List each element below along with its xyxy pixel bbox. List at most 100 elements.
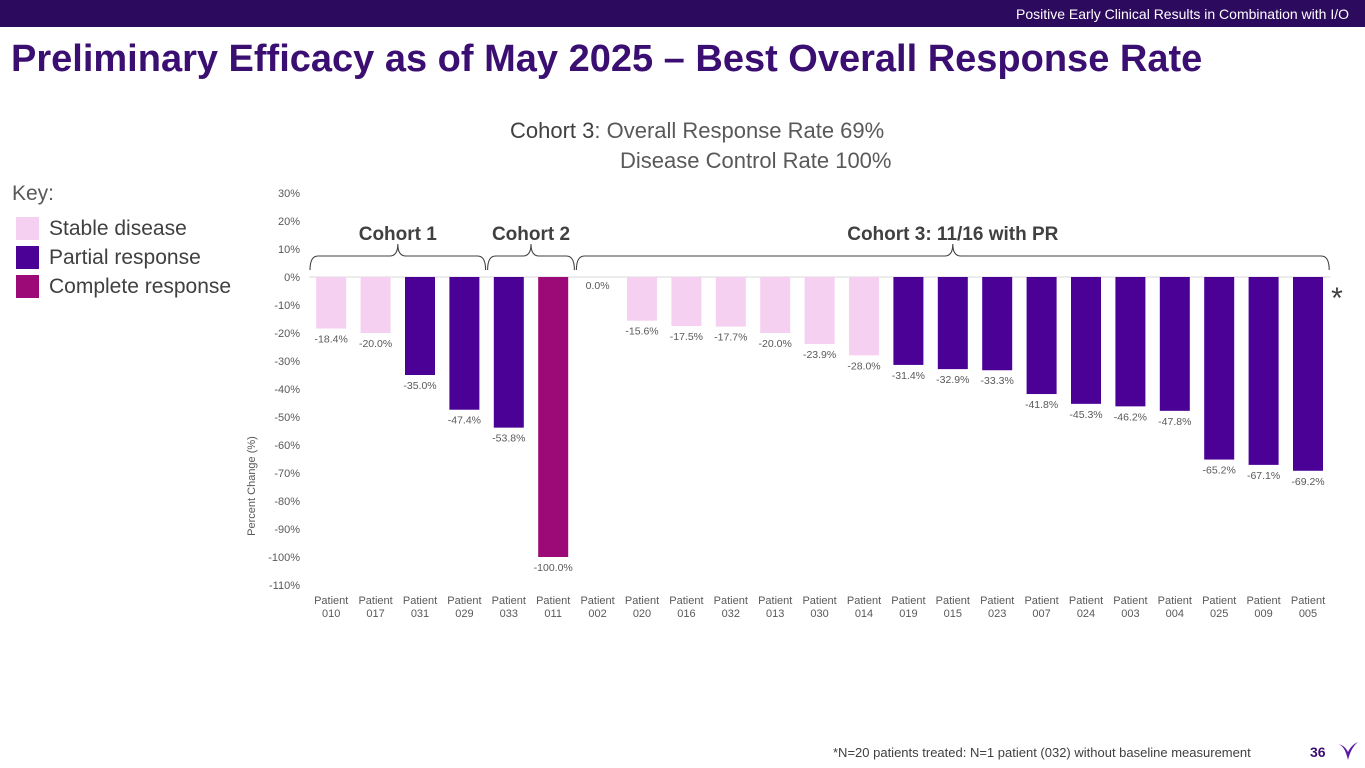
bar (360, 277, 391, 333)
legend-title: Key: (12, 182, 55, 205)
summary-cohort-label: Cohort 3 (510, 118, 595, 143)
cohort-label: Cohort 2 (492, 224, 570, 245)
x-tick-label: 015 (944, 608, 962, 620)
page-title: Preliminary Efficacy as of May 2025 – Be… (11, 38, 1203, 80)
top-banner: Positive Early Clinical Results in Combi… (0, 0, 1365, 27)
data-label: -69.2% (1291, 476, 1324, 488)
data-label: -47.4% (448, 415, 481, 427)
x-tick-label: 017 (366, 608, 384, 620)
bar (671, 277, 702, 326)
legend-swatch-complete (16, 275, 39, 298)
orr-line: Cohort 3: Overall Response Rate 69% (510, 116, 930, 146)
x-tick-label: 005 (1299, 608, 1317, 620)
x-tick-label: 011 (544, 608, 562, 620)
data-label: -28.0% (847, 360, 880, 372)
data-label: -45.3% (1069, 409, 1102, 421)
x-tick-label: Patient (936, 595, 970, 607)
x-tick-label: Patient (492, 595, 526, 607)
x-tick-label: Patient (669, 595, 703, 607)
bar (804, 277, 835, 344)
y-tick-label: -50% (274, 412, 300, 424)
data-label: -67.1% (1247, 470, 1280, 482)
x-tick-label: 031 (411, 608, 429, 620)
data-label: -18.4% (315, 334, 348, 346)
x-tick-label: Patient (802, 595, 836, 607)
x-tick-label: 010 (322, 608, 340, 620)
x-tick-label: Patient (1158, 595, 1192, 607)
bar (1026, 277, 1057, 395)
data-label: -20.0% (759, 338, 792, 350)
asterisk-annotation: * (1331, 282, 1343, 315)
cohort-bracket (309, 243, 487, 271)
x-tick-label: Patient (1113, 595, 1147, 607)
y-tick-label: -70% (274, 468, 300, 480)
x-tick-label: 004 (1166, 608, 1184, 620)
x-tick-label: 025 (1210, 608, 1228, 620)
legend-item-partial: Partial response (12, 243, 231, 272)
y-tick-label: -10% (274, 300, 300, 312)
cohort-label: Cohort 3: 11/16 with PR (847, 224, 1058, 245)
bar (627, 277, 657, 321)
y-tick-label: 20% (278, 216, 300, 228)
data-label: -47.8% (1158, 416, 1191, 428)
y-tick-label: -60% (274, 440, 300, 452)
bar (982, 277, 1013, 371)
bar (1071, 277, 1101, 404)
data-label: 0.0% (586, 280, 610, 292)
x-tick-label: Patient (447, 595, 481, 607)
x-tick-label: 024 (1077, 608, 1095, 620)
bar (405, 277, 435, 375)
x-tick-label: 033 (500, 608, 518, 620)
bar (538, 277, 569, 557)
cohort3-summary: Cohort 3: Overall Response Rate 69% Dise… (510, 116, 930, 176)
x-tick-label: 014 (855, 608, 873, 620)
bar (493, 277, 524, 428)
data-label: -17.7% (714, 332, 747, 344)
company-logo-icon (1338, 742, 1358, 760)
x-tick-label: 020 (633, 608, 651, 620)
y-tick-label: 0% (284, 272, 300, 284)
x-tick-label: 013 (766, 608, 784, 620)
y-tick-label: -110% (269, 580, 300, 592)
x-tick-label: Patient (714, 595, 748, 607)
cohort-label: Cohort 1 (359, 224, 438, 245)
y-tick-label: -80% (274, 496, 300, 508)
data-label: -53.8% (492, 433, 525, 445)
x-tick-label: 009 (1254, 608, 1272, 620)
bar (893, 277, 924, 365)
x-tick-label: 019 (899, 608, 917, 620)
bar (715, 277, 746, 327)
x-tick-label: Patient (1202, 595, 1236, 607)
bar (760, 277, 791, 333)
x-tick-label: 030 (810, 608, 828, 620)
data-label: -20.0% (359, 338, 392, 350)
bar (1293, 277, 1323, 471)
y-tick-label: -30% (274, 356, 300, 368)
data-label: -46.2% (1114, 411, 1147, 423)
data-label: -100.0% (534, 562, 573, 574)
x-tick-label: 007 (1032, 608, 1050, 620)
cohort-bracket (487, 243, 575, 271)
data-label: -15.6% (625, 326, 658, 338)
cohort-bracket (575, 243, 1330, 271)
x-tick-label: Patient (314, 595, 348, 607)
section-title: Positive Early Clinical Results in Combi… (1015, 6, 1349, 22)
dcr-text: Disease Control Rate 100% (620, 148, 892, 173)
x-tick-label: Patient (625, 595, 659, 607)
data-label: -41.8% (1025, 399, 1058, 411)
data-label: -31.4% (892, 370, 925, 382)
x-tick-label: Patient (1024, 595, 1058, 607)
x-tick-label: Patient (1246, 595, 1280, 607)
x-tick-label: Patient (847, 595, 881, 607)
legend-label-partial: Partial response (49, 245, 201, 269)
x-tick-label: Patient (403, 595, 437, 607)
x-tick-label: 003 (1121, 608, 1139, 620)
x-tick-label: 002 (588, 608, 606, 620)
y-tick-label: 30% (278, 188, 300, 200)
x-tick-label: Patient (980, 595, 1014, 607)
x-tick-label: 023 (988, 608, 1006, 620)
x-tick-label: Patient (580, 595, 614, 607)
bar (449, 277, 480, 410)
waterfall-chart: 30% 20% 10% 0% -10% -20% -30% -40% -50% -60% -70% -… (246, 188, 1343, 620)
x-tick-label: Patient (1291, 595, 1325, 607)
